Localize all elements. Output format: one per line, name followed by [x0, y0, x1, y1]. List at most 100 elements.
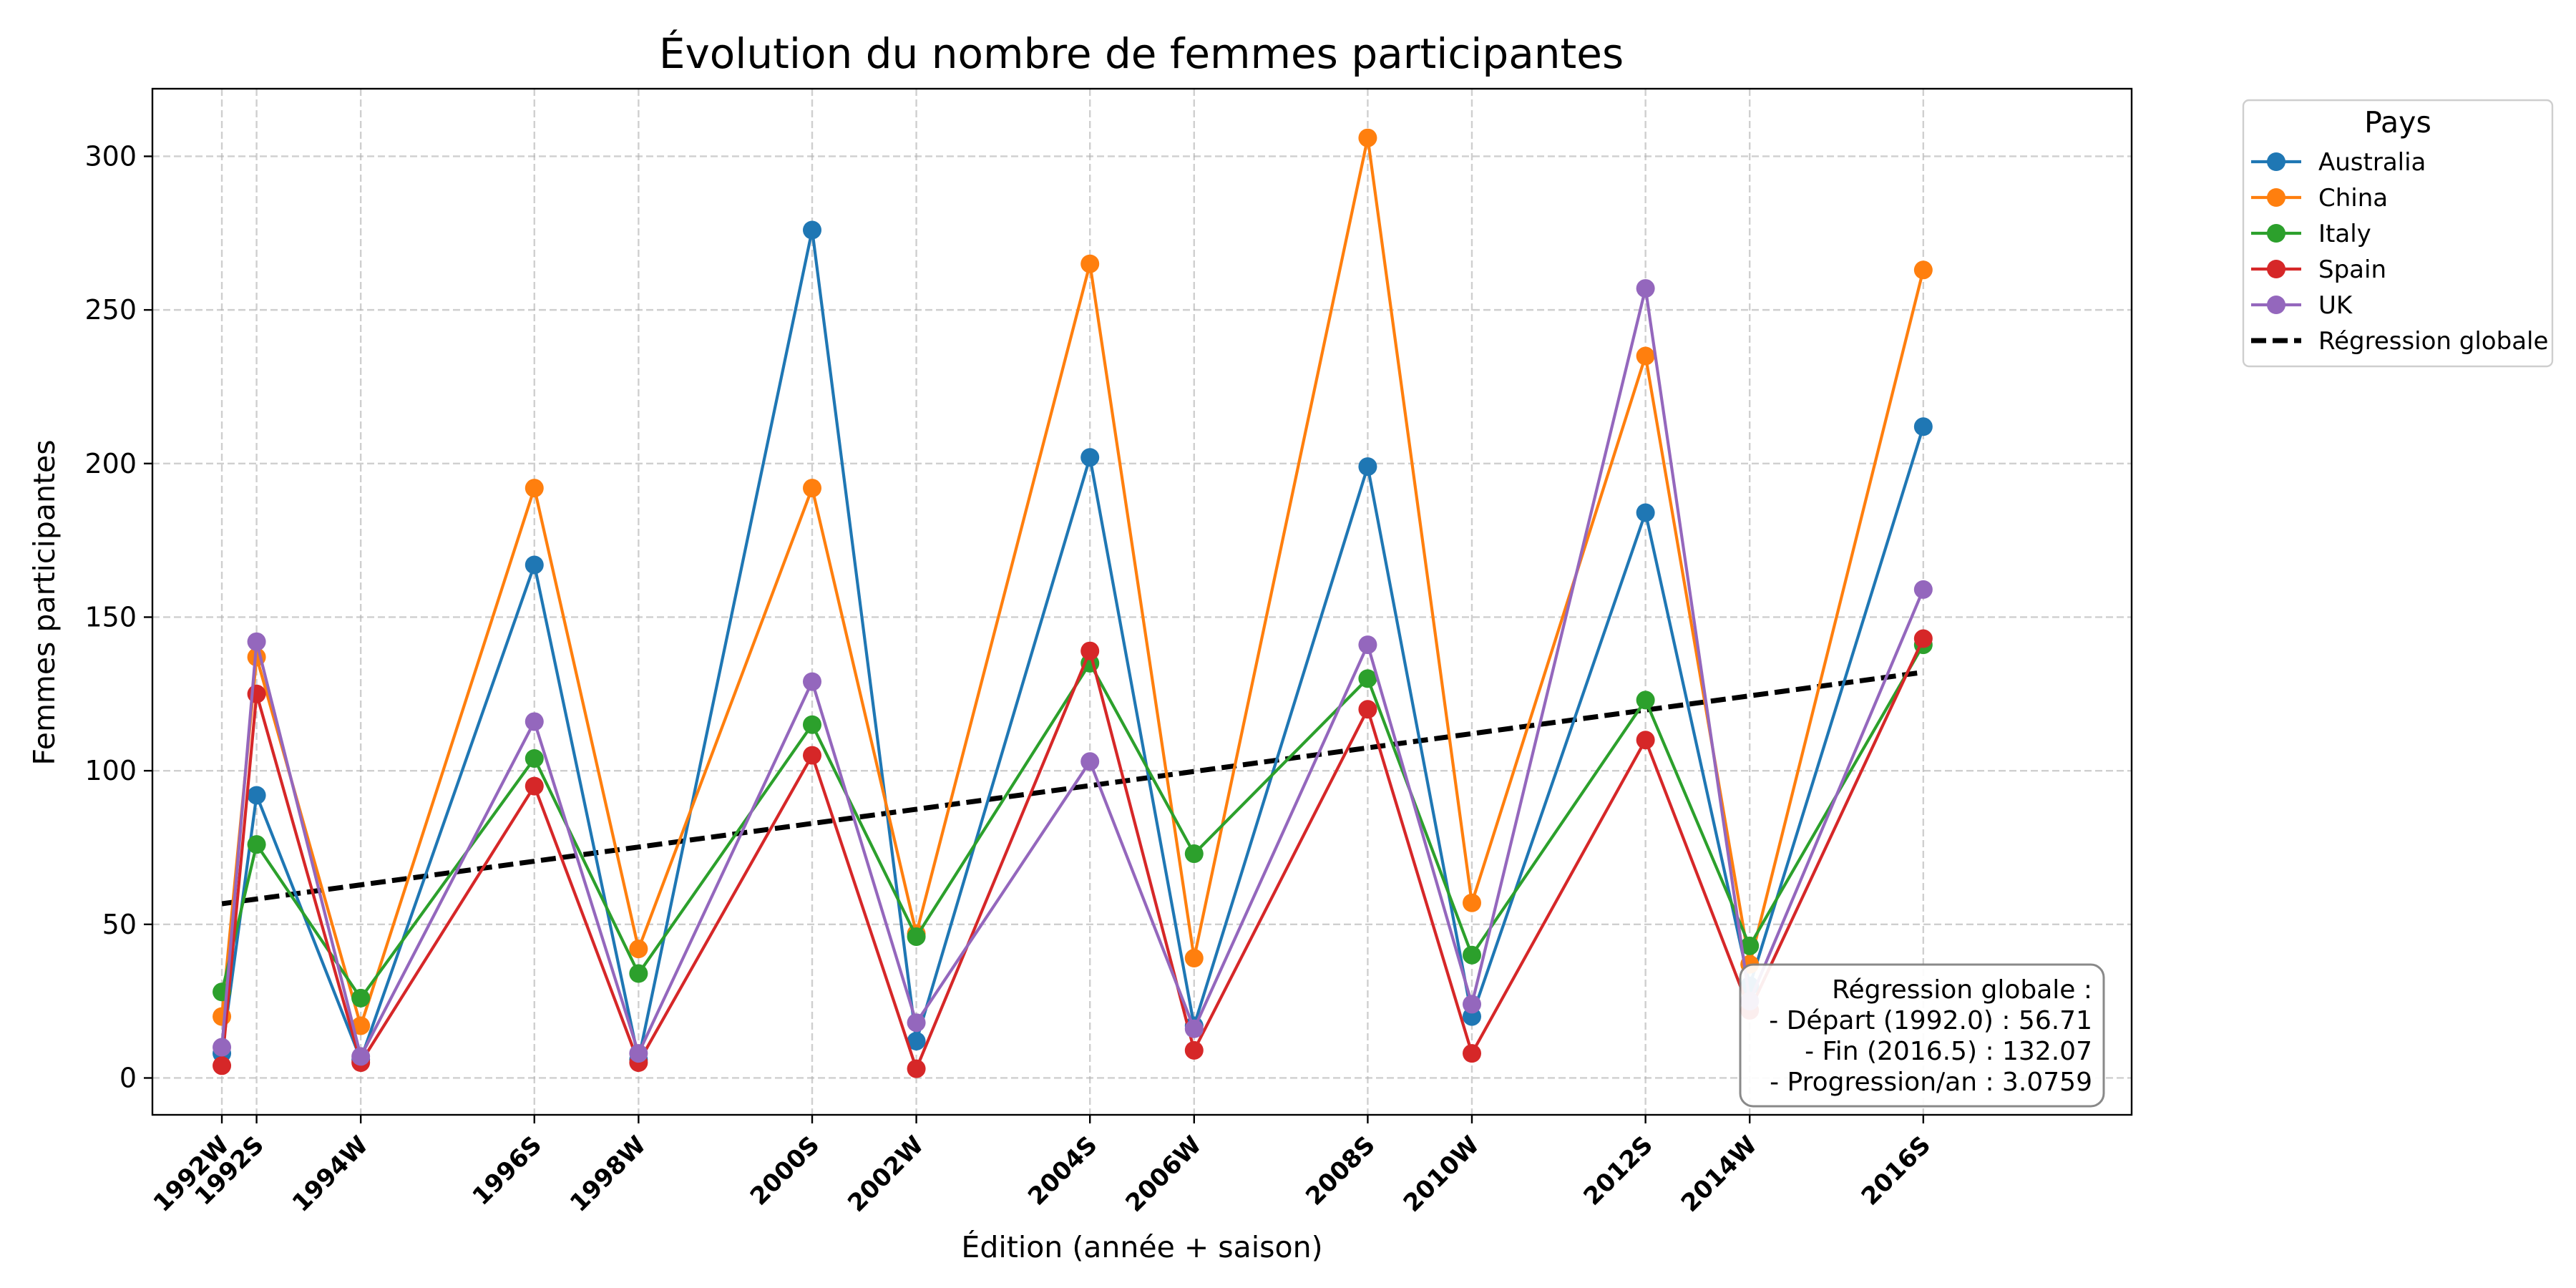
y-tick-label: 200 — [84, 448, 137, 479]
data-point-australia — [1913, 417, 1933, 436]
legend-item-italy: Italy — [2251, 220, 2371, 248]
data-point-china — [525, 479, 544, 498]
x-tick-label: 2016S — [1856, 1131, 1937, 1211]
legend: Pays Australia China Italy Spain UK Régressio… — [2242, 99, 2554, 368]
legend-label: UK — [2318, 291, 2353, 320]
data-point-italy — [1636, 691, 1655, 710]
data-point-china — [1636, 346, 1655, 366]
series-line-uk — [220, 288, 1925, 1061]
data-point-uk — [629, 1044, 648, 1063]
data-point-australia — [1080, 448, 1100, 467]
data-point-uk — [907, 1013, 926, 1033]
y-axis: 0 50 100 150 200 250 300 — [84, 140, 152, 1093]
x-axis-label: Édition (année + saison) — [961, 1230, 1322, 1264]
data-point-italy — [1740, 936, 1760, 955]
series-australia — [213, 220, 1933, 1069]
chart-title: Évolution du nombre de femmes participan… — [659, 29, 1624, 78]
data-point-spain — [1463, 1044, 1481, 1063]
data-point-spain — [1184, 1040, 1204, 1060]
legend-title: Pays — [2364, 105, 2431, 140]
legend-item-r-gression-globale: Régression globale — [2251, 327, 2548, 356]
legend-item-australia: Australia — [2251, 148, 2426, 177]
data-point-italy — [803, 715, 821, 734]
legend-label: Spain — [2318, 255, 2386, 284]
data-point-uk — [247, 632, 266, 651]
data-point-uk — [213, 1038, 232, 1057]
data-point-italy — [351, 988, 371, 1008]
data-point-uk — [1358, 635, 1377, 655]
x-tick-label: 2014W — [1676, 1131, 1763, 1218]
data-point-australia — [1636, 503, 1655, 522]
x-tick-label: 2008S — [1300, 1131, 1381, 1211]
x-tick-label: 2006W — [1120, 1131, 1207, 1218]
series-line-italy — [220, 644, 1925, 1001]
legend-items: Australia China Italy Spain UK Régression glo… — [2251, 148, 2548, 356]
y-tick-label: 150 — [84, 601, 137, 633]
legend-item-china: China — [2251, 184, 2388, 213]
x-tick-label: 1996S — [467, 1131, 548, 1211]
legend-marker — [2267, 224, 2285, 243]
data-point-china — [803, 479, 821, 498]
annotation-line-4: - Progression/an : 3.0759 — [1770, 1068, 2092, 1097]
data-point-italy — [1184, 844, 1204, 864]
data-point-spain — [1913, 629, 1933, 648]
y-tick-label: 50 — [102, 909, 137, 940]
series-china — [213, 128, 1933, 1035]
data-point-uk — [803, 672, 821, 691]
data-point-australia — [525, 555, 544, 575]
y-tick-label: 0 — [119, 1062, 137, 1093]
data-point-uk — [525, 712, 544, 731]
data-point-china — [1463, 893, 1481, 912]
x-tick-label: 1998W — [565, 1131, 652, 1218]
series-spain — [213, 629, 1933, 1078]
annotation-line-1: Régression globale : — [1832, 975, 2092, 1005]
data-point-italy — [247, 835, 266, 854]
x-tick-label: 2010W — [1398, 1131, 1485, 1218]
legend-label: Australia — [2318, 148, 2426, 177]
legend-label: Régression globale — [2318, 327, 2548, 356]
data-point-australia — [907, 1031, 926, 1050]
data-point-china — [1184, 949, 1204, 968]
legend-marker — [2267, 296, 2285, 314]
data-point-china — [351, 1016, 371, 1035]
data-point-spain — [1636, 731, 1655, 750]
x-tick-label: 2012S — [1578, 1131, 1659, 1211]
annotation-box — [1739, 963, 2105, 1108]
data-point-spain — [525, 776, 544, 796]
data-point-italy — [1358, 669, 1377, 688]
series-layer — [213, 128, 1933, 1078]
y-tick-label: 250 — [84, 294, 137, 326]
plot-area-frame — [151, 87, 2133, 1116]
data-point-uk — [1080, 752, 1100, 771]
legend-label: China — [2318, 184, 2388, 213]
series-uk — [213, 279, 1933, 1066]
data-point-italy — [525, 748, 544, 768]
y-axis-label: Femmes participantes — [27, 439, 62, 765]
data-point-uk — [1913, 580, 1933, 599]
data-point-china — [1913, 260, 1933, 280]
series-line-spain — [220, 638, 1925, 1073]
data-point-spain — [213, 1056, 232, 1075]
legend-marker — [2267, 188, 2285, 207]
series-line-australia — [220, 230, 1925, 1064]
legend-marker — [2267, 152, 2285, 171]
data-point-italy — [1463, 945, 1481, 965]
annotation-line-2: - Départ (1992.0) : 56.71 — [1769, 1006, 2092, 1035]
legend-marker — [2267, 260, 2285, 278]
data-point-australia — [247, 786, 266, 805]
legend-label: Italy — [2318, 220, 2371, 248]
series-line-china — [220, 137, 1925, 1031]
data-point-spain — [907, 1059, 926, 1078]
data-point-spain — [1080, 641, 1100, 660]
data-point-uk — [351, 1047, 371, 1066]
data-point-uk — [1636, 279, 1655, 298]
series-italy — [213, 635, 1933, 1008]
data-point-china — [1358, 128, 1377, 147]
y-tick-label: 300 — [84, 140, 137, 172]
regression-annotation: Régression globale : - Départ (1992.0) :… — [1739, 963, 2105, 1108]
x-tick-label: 2004S — [1023, 1131, 1103, 1211]
data-point-italy — [907, 927, 926, 946]
data-point-australia — [803, 220, 821, 240]
